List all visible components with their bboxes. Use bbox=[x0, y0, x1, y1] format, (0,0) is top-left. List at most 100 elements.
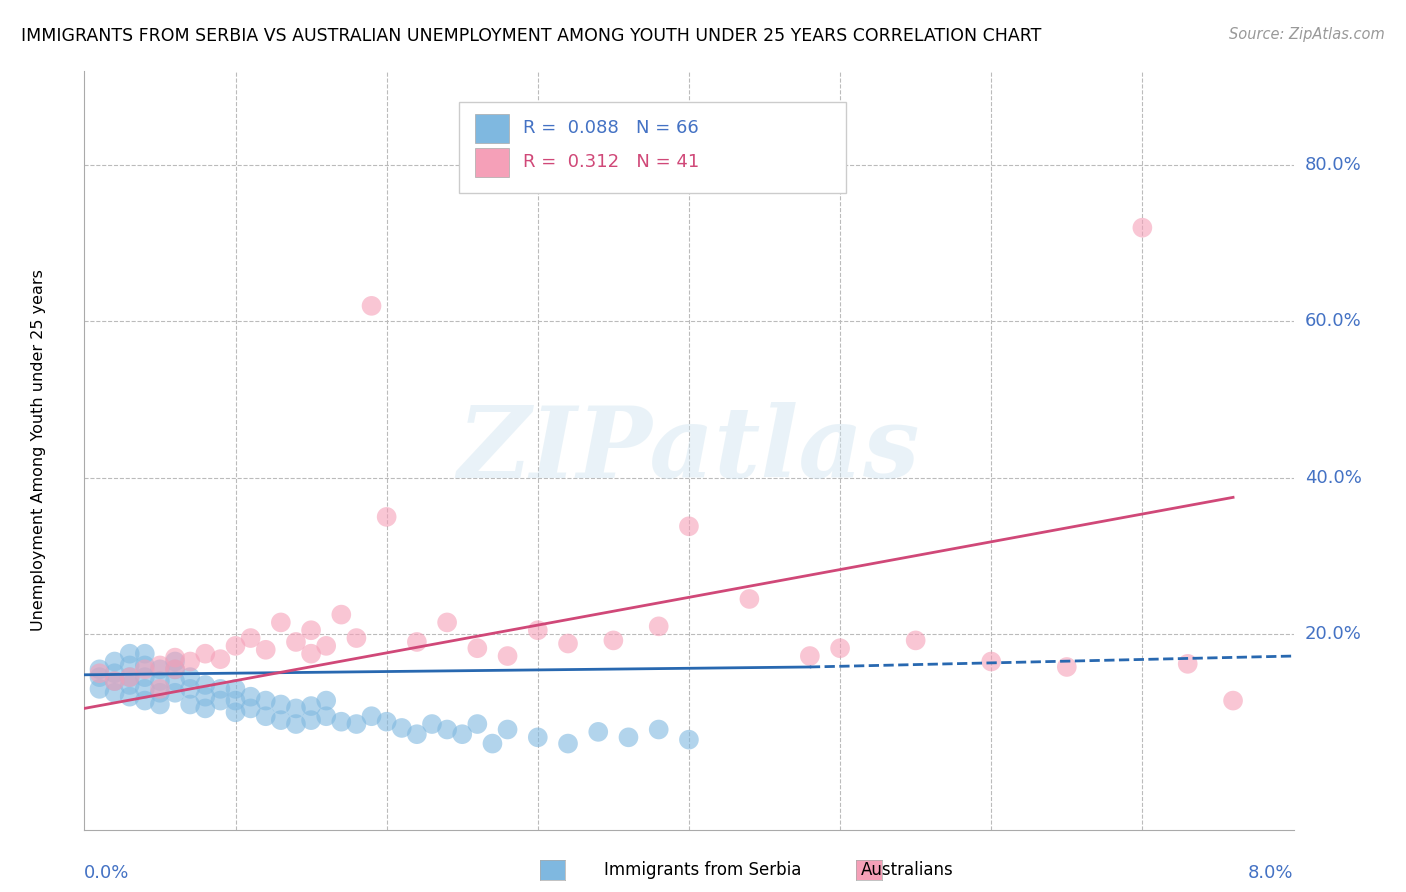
Text: 8.0%: 8.0% bbox=[1249, 864, 1294, 882]
Point bbox=[165, 662, 187, 676]
Point bbox=[481, 737, 503, 751]
Point bbox=[496, 648, 519, 663]
Point bbox=[648, 619, 671, 633]
Point bbox=[89, 670, 111, 684]
Point bbox=[194, 678, 217, 692]
Point bbox=[134, 662, 156, 676]
Point bbox=[467, 641, 489, 656]
Point bbox=[149, 686, 172, 700]
Point bbox=[239, 701, 262, 715]
Text: 80.0%: 80.0% bbox=[1305, 156, 1361, 174]
Point bbox=[104, 655, 127, 669]
Point bbox=[315, 709, 337, 723]
Text: Source: ZipAtlas.com: Source: ZipAtlas.com bbox=[1229, 27, 1385, 42]
Point bbox=[527, 731, 550, 745]
Point bbox=[1177, 657, 1199, 671]
Point bbox=[738, 591, 761, 606]
Point bbox=[436, 615, 458, 630]
Point bbox=[165, 655, 187, 669]
Text: 0.0%: 0.0% bbox=[84, 864, 129, 882]
Point bbox=[330, 607, 353, 622]
Point bbox=[285, 635, 308, 649]
Point bbox=[799, 648, 821, 663]
Point bbox=[118, 670, 141, 684]
Point bbox=[299, 624, 322, 638]
Point bbox=[270, 713, 292, 727]
Text: R =  0.312   N = 41: R = 0.312 N = 41 bbox=[523, 153, 700, 171]
Text: 40.0%: 40.0% bbox=[1305, 469, 1361, 487]
Point bbox=[346, 631, 368, 645]
FancyBboxPatch shape bbox=[475, 114, 509, 143]
Point bbox=[165, 662, 187, 676]
Point bbox=[602, 633, 624, 648]
Point bbox=[209, 693, 232, 707]
Point bbox=[254, 709, 277, 723]
Point bbox=[89, 662, 111, 676]
Point bbox=[648, 723, 671, 737]
Point bbox=[104, 666, 127, 681]
Point bbox=[980, 655, 1002, 669]
Point bbox=[149, 698, 172, 712]
Point bbox=[588, 724, 610, 739]
Text: 60.0%: 60.0% bbox=[1305, 312, 1361, 331]
Point bbox=[285, 701, 308, 715]
Point bbox=[118, 678, 141, 692]
Point bbox=[89, 666, 111, 681]
Point bbox=[194, 647, 217, 661]
Point bbox=[149, 674, 172, 689]
Text: Australians: Australians bbox=[860, 861, 953, 879]
Point bbox=[451, 727, 474, 741]
Point bbox=[436, 723, 458, 737]
Point bbox=[149, 681, 172, 696]
Point bbox=[134, 658, 156, 673]
Point bbox=[406, 635, 429, 649]
Point bbox=[678, 732, 700, 747]
Point bbox=[375, 509, 398, 524]
Point bbox=[299, 647, 322, 661]
Point bbox=[330, 714, 353, 729]
Point bbox=[557, 737, 579, 751]
Text: IMMIGRANTS FROM SERBIA VS AUSTRALIAN UNEMPLOYMENT AMONG YOUTH UNDER 25 YEARS COR: IMMIGRANTS FROM SERBIA VS AUSTRALIAN UNE… bbox=[21, 27, 1042, 45]
Point bbox=[134, 693, 156, 707]
Point bbox=[360, 299, 382, 313]
Point bbox=[678, 519, 700, 533]
Point bbox=[360, 709, 382, 723]
Point bbox=[557, 636, 579, 650]
Point bbox=[209, 681, 232, 696]
Point bbox=[299, 699, 322, 714]
Point bbox=[225, 681, 247, 696]
Point bbox=[1056, 660, 1078, 674]
Point bbox=[179, 681, 201, 696]
Text: ZIPatlas: ZIPatlas bbox=[458, 402, 920, 499]
Point bbox=[134, 647, 156, 661]
Point bbox=[617, 731, 640, 745]
Point bbox=[420, 717, 443, 731]
Point bbox=[496, 723, 519, 737]
Point bbox=[179, 655, 201, 669]
Point bbox=[239, 690, 262, 704]
Point bbox=[467, 717, 489, 731]
FancyBboxPatch shape bbox=[460, 102, 846, 193]
Point bbox=[1222, 693, 1244, 707]
Point bbox=[315, 693, 337, 707]
Point bbox=[118, 690, 141, 704]
Point bbox=[225, 639, 247, 653]
Point bbox=[194, 701, 217, 715]
Point bbox=[375, 714, 398, 729]
Point bbox=[104, 674, 127, 689]
Point bbox=[118, 647, 141, 661]
Text: Unemployment Among Youth under 25 years: Unemployment Among Youth under 25 years bbox=[31, 269, 46, 632]
Point bbox=[315, 639, 337, 653]
Point bbox=[179, 698, 201, 712]
Point bbox=[830, 641, 852, 656]
Point bbox=[391, 721, 413, 735]
Point bbox=[270, 615, 292, 630]
Point bbox=[270, 698, 292, 712]
Point bbox=[165, 686, 187, 700]
Point bbox=[165, 674, 187, 689]
Point bbox=[254, 693, 277, 707]
Point bbox=[104, 674, 127, 689]
Point bbox=[194, 690, 217, 704]
Point bbox=[134, 681, 156, 696]
Point bbox=[209, 652, 232, 666]
